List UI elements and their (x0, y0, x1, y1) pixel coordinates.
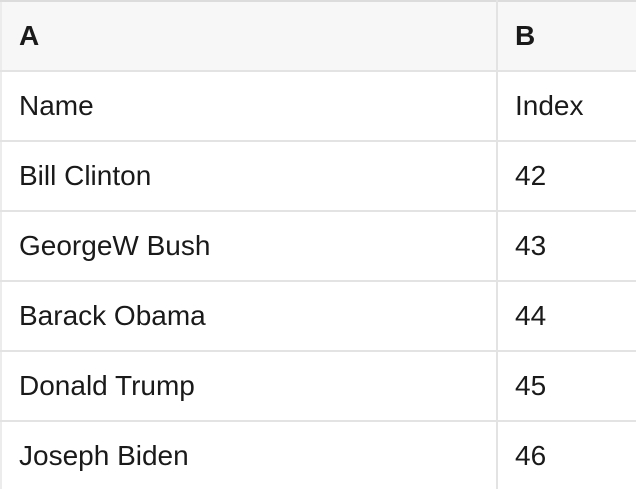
cell-a5[interactable]: Donald Trump (0, 350, 498, 422)
cell-a3[interactable]: GeorgeW Bush (0, 210, 498, 282)
cell-b1[interactable]: Index (496, 70, 636, 142)
cell-a1[interactable]: Name (0, 70, 498, 142)
cell-b3[interactable]: 43 (496, 210, 636, 282)
table-row: Barack Obama 44 (0, 280, 636, 352)
cell-a2[interactable]: Bill Clinton (0, 140, 498, 212)
cell-a4[interactable]: Barack Obama (0, 280, 498, 352)
table-row: Bill Clinton 42 (0, 140, 636, 212)
cell-b2[interactable]: 42 (496, 140, 636, 212)
column-header-a[interactable]: A (0, 0, 498, 72)
table-row: Joseph Biden 46 (0, 420, 636, 489)
cell-b4[interactable]: 44 (496, 280, 636, 352)
table-row: Donald Trump 45 (0, 350, 636, 422)
column-header-b[interactable]: B (496, 0, 636, 72)
table-row: GeorgeW Bush 43 (0, 210, 636, 282)
cell-b5[interactable]: 45 (496, 350, 636, 422)
cell-a6[interactable]: Joseph Biden (0, 420, 498, 489)
table-row: Name Index (0, 70, 636, 142)
cell-b6[interactable]: 46 (496, 420, 636, 489)
column-header-row: A B (0, 0, 636, 72)
